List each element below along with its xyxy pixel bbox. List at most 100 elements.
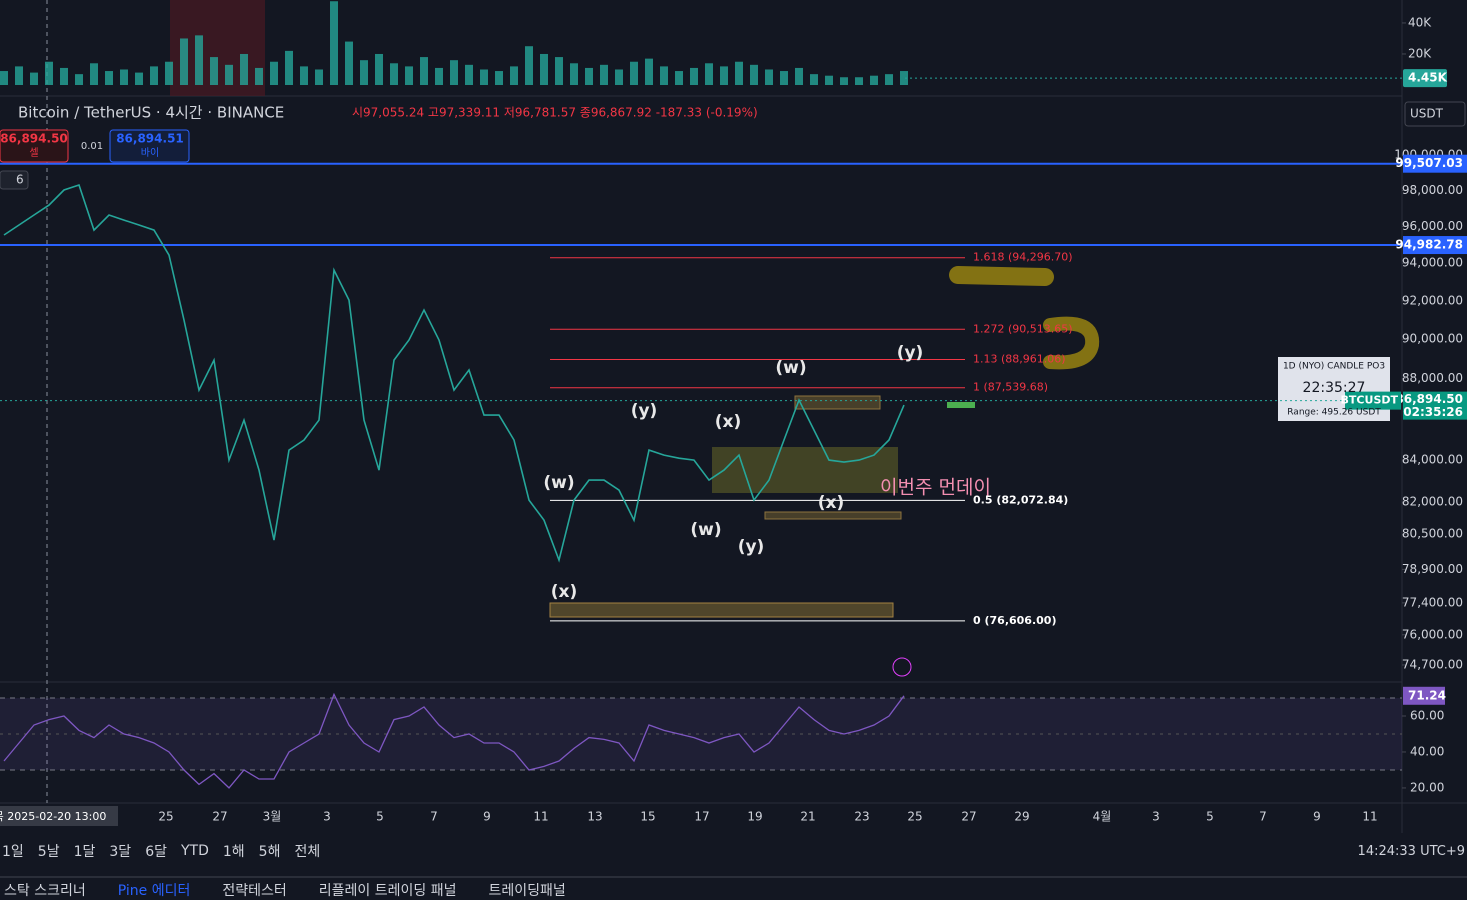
- volume-bar: [255, 67, 263, 85]
- fib-label: 1 (87,539.68): [973, 381, 1048, 394]
- panel-tab[interactable]: 트레이딩패널: [488, 883, 566, 899]
- volume-bar: [345, 41, 353, 85]
- currency-select[interactable]: [1404, 101, 1466, 127]
- zone-box[interactable]: [794, 395, 881, 410]
- volume-bar: [615, 69, 623, 85]
- panel-tab[interactable]: 전략테스터: [222, 883, 287, 899]
- y-tick-label: 20K: [1408, 46, 1432, 60]
- y-tick-label: 96,000.00: [1402, 219, 1463, 233]
- x-tick-label: 11: [533, 810, 548, 824]
- x-tick-label: 29: [1014, 810, 1029, 824]
- volume-bar: [150, 66, 158, 85]
- bottom-tabs: 스탁 스크리너 Pine 에디터 전략테스터 리플레이 트레이딩 패널 트레이딩패널: [0, 876, 1467, 900]
- level-label: 94,982.78: [1395, 238, 1463, 252]
- brush-stroke[interactable]: [1043, 316, 1100, 370]
- wave-label: (y): [631, 401, 658, 421]
- volume-bar: [90, 63, 98, 85]
- y-tick-label: 60.00: [1410, 708, 1444, 722]
- range-button[interactable]: 1달: [73, 844, 96, 860]
- volume-bar: [750, 64, 758, 85]
- alert-icon[interactable]: [892, 657, 912, 677]
- volume-bar: [645, 58, 653, 85]
- level-label: 99,507.03: [1395, 156, 1463, 170]
- crosshair-time-box: [0, 806, 118, 826]
- range-button[interactable]: YTD: [180, 843, 209, 859]
- range-button[interactable]: 1해: [222, 844, 245, 860]
- volume-bar: [765, 69, 773, 85]
- panel-tab[interactable]: Pine 에디터: [117, 883, 191, 899]
- rsi-last-label: 71.24: [1408, 688, 1446, 702]
- po3-range: Range: 495.26 USDT: [1287, 408, 1381, 418]
- sell-price: 86,894.50: [0, 132, 68, 146]
- wave-label: (w): [775, 358, 806, 378]
- x-tick-label: 13: [587, 810, 602, 824]
- x-tick-label: 25: [158, 810, 173, 824]
- buy-price: 86,894.51: [116, 132, 184, 146]
- y-tick-label: 77,400.00: [1402, 595, 1463, 609]
- x-tick-label: 9: [1313, 810, 1321, 824]
- volume-bar: [480, 69, 488, 85]
- x-tick-label: 19: [747, 810, 762, 824]
- x-tick-label: 7: [430, 810, 438, 824]
- range-button[interactable]: 5해: [258, 844, 281, 860]
- volume-bar: [900, 71, 908, 85]
- po3-box: [1278, 357, 1390, 421]
- fib-label: 1.618 (94,296.70): [973, 251, 1073, 264]
- range-button[interactable]: 1일: [2, 844, 24, 860]
- fib-label: 1.272 (90,513.65): [973, 322, 1073, 335]
- buy-button[interactable]: [109, 129, 190, 163]
- volume-bar: [780, 71, 788, 85]
- volume-bar: [270, 61, 278, 85]
- currency: USDT: [1410, 107, 1444, 121]
- zone-box[interactable]: [549, 602, 894, 618]
- y-tick-label: 98,000.00: [1402, 183, 1463, 197]
- volume-bar: [0, 71, 8, 85]
- range-button[interactable]: 5날: [37, 844, 60, 860]
- y-tick-label: 78,900.00: [1402, 562, 1463, 576]
- fib-label: 0 (76,606.00): [973, 614, 1056, 627]
- wave-label: (y): [897, 343, 924, 363]
- x-tick-label: 5: [376, 810, 384, 824]
- indicator-toggle[interactable]: [0, 170, 29, 190]
- volume-bar: [525, 46, 533, 85]
- volume-bar: [315, 69, 323, 85]
- volume-bar: [795, 67, 803, 85]
- zone-box[interactable]: [764, 511, 902, 520]
- volume-bar: [675, 71, 683, 85]
- volume-bar: [360, 60, 368, 85]
- volume-bar: [390, 63, 398, 85]
- y-tick-label: 20.00: [1410, 780, 1444, 794]
- y-tick-label: 76,000.00: [1402, 627, 1463, 641]
- level-box: [1403, 236, 1467, 255]
- x-tick-label: 3: [1152, 810, 1160, 824]
- y-tick-label: 90,000.00: [1402, 332, 1463, 346]
- range-button[interactable]: 전체: [294, 844, 321, 860]
- wave-label: (x): [551, 582, 578, 602]
- clock[interactable]: 14:24:33 UTC+9: [1357, 843, 1465, 859]
- volume-bar: [135, 72, 143, 85]
- volume-bar: [705, 63, 713, 85]
- range-button[interactable]: 6달: [145, 844, 167, 860]
- y-tick-label: 74,700.00: [1402, 657, 1463, 671]
- volume-bar: [405, 66, 413, 85]
- y-tick-label: 88,000.00: [1402, 371, 1463, 385]
- x-tick-label: 3월: [263, 810, 282, 824]
- x-tick-label: 4월: [1093, 810, 1112, 824]
- rsi-line: [3, 692, 905, 789]
- x-tick-label: 11: [1362, 810, 1377, 824]
- volume-bar: [420, 57, 428, 85]
- volume-bar: [15, 66, 23, 85]
- last-volume-box: [1403, 69, 1447, 88]
- symbol-label: BTCUSDT: [1341, 394, 1399, 407]
- volume-bar: [30, 72, 38, 85]
- sell-button[interactable]: [0, 129, 69, 163]
- x-tick-label: 9: [483, 810, 491, 824]
- range-button[interactable]: 3달: [109, 844, 132, 860]
- brush-stroke[interactable]: [949, 266, 1054, 286]
- volume-bar: [465, 64, 473, 85]
- volume-bar: [735, 61, 743, 85]
- indicator-count: 6: [16, 173, 24, 187]
- zone-box[interactable]: [712, 447, 898, 493]
- panel-tab[interactable]: 스탁 스크리너: [4, 883, 86, 899]
- panel-tab[interactable]: 리플레이 트레이딩 패널: [318, 883, 457, 899]
